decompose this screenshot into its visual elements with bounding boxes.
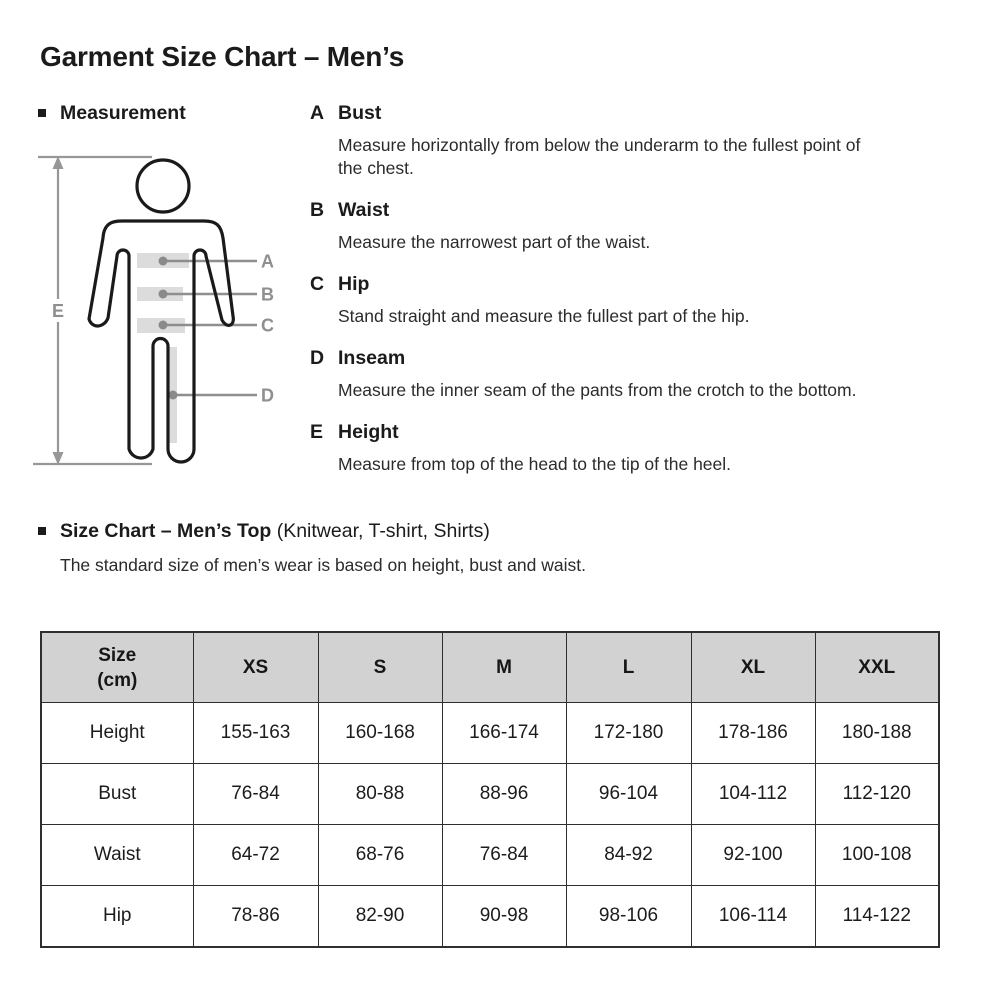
size-col-header-xs: XS: [192, 631, 319, 703]
size-cell: 155-163: [192, 702, 319, 764]
hip-point-dot: [158, 320, 168, 330]
size-cell: 98-106: [565, 885, 692, 948]
arrow-up-icon: [52, 156, 64, 169]
size-cell: 166-174: [441, 702, 567, 764]
item-description: Measure the narrowest part of the waist.: [338, 232, 651, 252]
item-description: Stand straight and measure the fullest p…: [338, 306, 750, 326]
size-cell: 112-120: [814, 763, 940, 825]
measurement-item-waist: B Waist Measure the narrowest part of th…: [310, 198, 910, 254]
size-cell: 106-114: [690, 885, 816, 948]
measurement-item-height: E Height Measure from top of the head to…: [310, 420, 910, 476]
head-circle: [135, 158, 191, 214]
row-label: Height: [40, 702, 194, 764]
table-header-row: Size (cm) XS S M L XL XXL: [40, 631, 940, 703]
table-row-hip: Hip 78-86 82-90 90-98 98-106 106-114 114…: [40, 885, 940, 948]
waist-label: B: [261, 285, 274, 305]
bust-label: A: [261, 252, 274, 272]
table-row-bust: Bust 76-84 80-88 88-96 96-104 104-112 11…: [40, 763, 940, 825]
waist-point-dot: [158, 289, 168, 299]
size-cell: 88-96: [441, 763, 567, 825]
size-col-header-l: L: [565, 631, 692, 703]
item-description: Measure from top of the head to the tip …: [338, 454, 732, 474]
table-row-waist: Waist 64-72 68-76 76-84 84-92 92-100 100…: [40, 824, 940, 886]
bust-point-dot: [158, 256, 168, 266]
height-label: E: [52, 301, 64, 321]
item-letter: B: [310, 199, 325, 221]
size-col-header-xl: XL: [690, 631, 816, 703]
inseam-point-dot: [168, 390, 178, 400]
size-cell: 114-122: [814, 885, 940, 948]
size-table: Size (cm) XS S M L XL XXL Height 155-163…: [40, 631, 940, 948]
row-label: Hip: [40, 885, 194, 948]
size-chart-heading-note: (Knitwear, T-shirt, Shirts): [271, 520, 490, 542]
measurement-item-inseam: D Inseam Measure the inner seam of the p…: [310, 346, 910, 402]
size-chart-section-header: Size Chart – Men’s Top (Knitwear, T-shir…: [38, 519, 490, 544]
item-letter: C: [310, 273, 325, 295]
body-outline: [87, 219, 235, 464]
pointer-lines: [163, 259, 257, 397]
item-term: Height: [338, 421, 399, 443]
body-figure-diagram: A B C D E: [33, 155, 274, 466]
bullet-square-icon: [38, 109, 46, 117]
measurement-diagram: A B C D E: [30, 130, 290, 475]
size-col-header-xxl: XXL: [814, 631, 940, 703]
size-col-header-s: S: [317, 631, 443, 703]
size-cell: 68-76: [317, 824, 443, 886]
measurement-item-bust: A Bust Measure horizontally from below t…: [310, 101, 910, 180]
item-letter: D: [310, 347, 325, 369]
row-label: Bust: [40, 763, 194, 825]
measurement-item-hip: C Hip Stand straight and measure the ful…: [310, 272, 910, 328]
size-cell: 178-186: [690, 702, 816, 764]
page-title: Garment Size Chart – Men’s: [40, 41, 405, 72]
size-cell: 76-84: [192, 763, 319, 825]
measurement-section-header: Measurement: [38, 101, 186, 126]
arrow-down-icon: [52, 452, 64, 465]
size-chart-heading: Size Chart – Men’s Top: [60, 520, 272, 542]
item-description: Measure horizontally from below the unde…: [338, 135, 861, 178]
size-cell: 172-180: [565, 702, 692, 764]
hip-label: C: [261, 316, 274, 336]
height-label-backing: [48, 299, 68, 322]
item-letter: A: [310, 102, 325, 124]
measurement-heading: Measurement: [60, 102, 186, 124]
size-cell: 80-88: [317, 763, 443, 825]
inseam-label: D: [261, 386, 274, 406]
row-label: Waist: [40, 824, 194, 886]
size-cell: 100-108: [814, 824, 940, 886]
item-term: Hip: [338, 273, 370, 295]
size-cell: 96-104: [565, 763, 692, 825]
item-description: Measure the inner seam of the pants from…: [338, 380, 857, 400]
item-letter: E: [310, 421, 324, 443]
corner-label-line2: (cm): [97, 669, 138, 691]
size-cell: 92-100: [690, 824, 816, 886]
size-cell: 160-168: [317, 702, 443, 764]
size-cell: 90-98: [441, 885, 567, 948]
table-row-height: Height 155-163 160-168 166-174 172-180 1…: [40, 702, 940, 764]
size-cell: 180-188: [814, 702, 940, 764]
size-cell: 76-84: [441, 824, 567, 886]
item-term: Waist: [338, 199, 390, 221]
body-fill: [89, 221, 234, 462]
size-cell: 82-90: [317, 885, 443, 948]
corner-header-cell: Size (cm): [40, 631, 194, 703]
measurement-definitions: A Bust Measure horizontally from below t…: [310, 101, 910, 494]
item-term: Bust: [338, 102, 382, 124]
size-cell: 104-112: [690, 763, 816, 825]
corner-label-line1: Size: [98, 644, 137, 666]
size-chart-subtitle: The standard size of men’s wear is based…: [60, 555, 586, 575]
item-term: Inseam: [338, 347, 406, 369]
size-cell: 78-86: [192, 885, 319, 948]
bullet-square-icon: [38, 527, 46, 535]
pointer-dots: [158, 256, 178, 400]
size-cell: 84-92: [565, 824, 692, 886]
size-col-header-m: M: [441, 631, 567, 703]
size-cell: 64-72: [192, 824, 319, 886]
